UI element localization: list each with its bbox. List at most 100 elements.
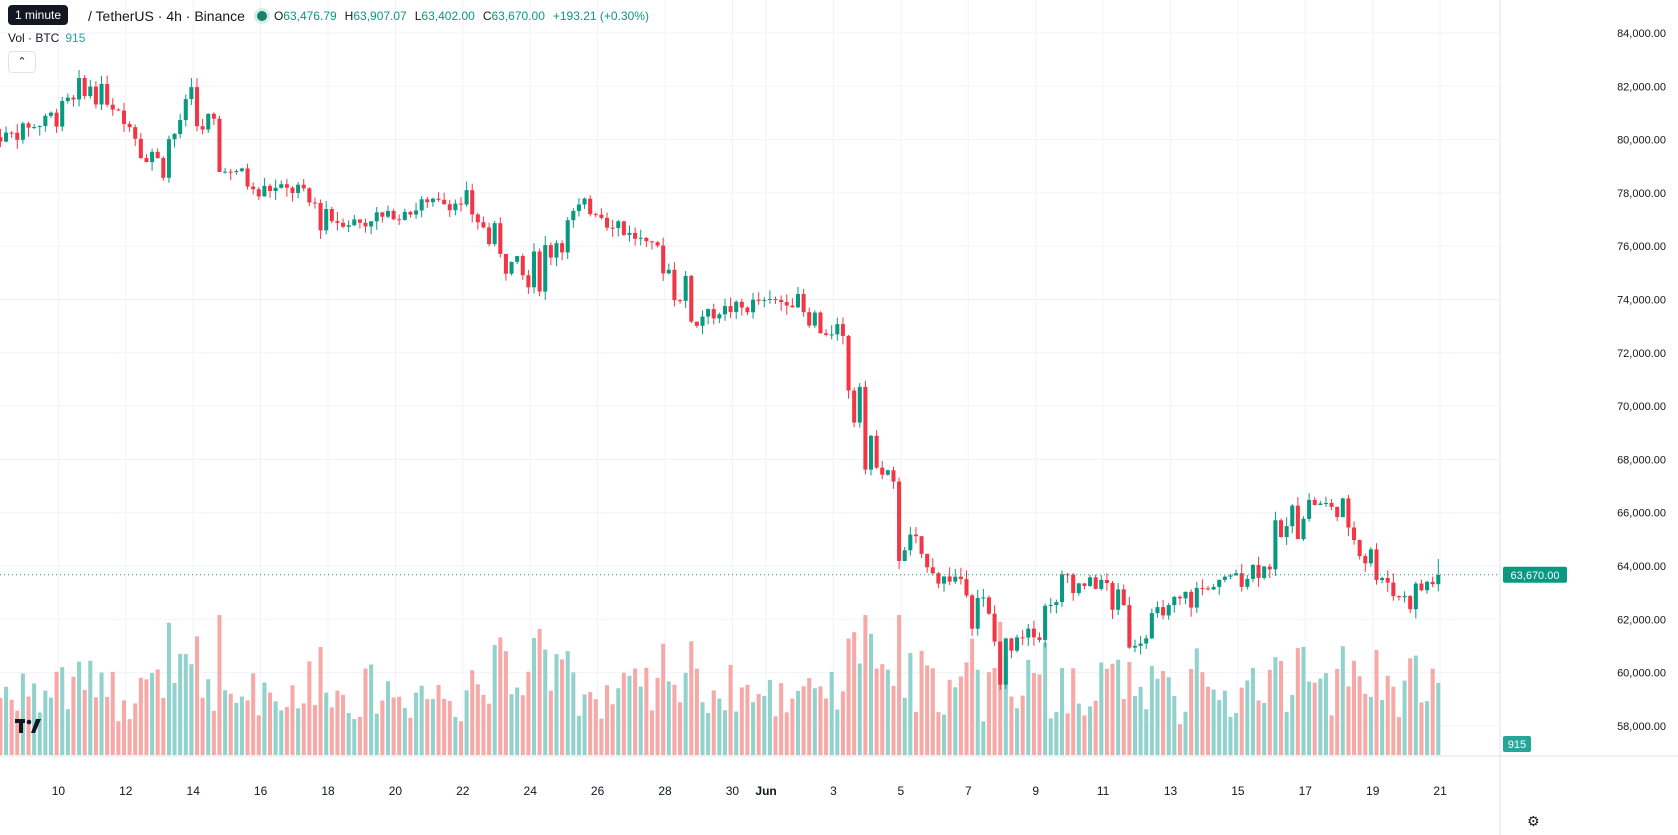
x-tick-label: 11 bbox=[1097, 784, 1110, 798]
candle-body bbox=[897, 481, 902, 561]
volume-bar bbox=[515, 687, 520, 755]
x-tick-label: 28 bbox=[658, 784, 672, 798]
candle-body bbox=[509, 261, 514, 274]
candle-body bbox=[644, 237, 649, 242]
candle-body bbox=[447, 204, 452, 211]
x-tick-label: 21 bbox=[1433, 784, 1447, 798]
candle-body bbox=[627, 232, 632, 235]
candle-body bbox=[1279, 520, 1284, 538]
volume-bar bbox=[206, 679, 211, 755]
volume-bar bbox=[1088, 706, 1093, 755]
volume-bar bbox=[329, 707, 334, 755]
candle-body bbox=[1267, 566, 1272, 570]
candle-body bbox=[1026, 628, 1031, 638]
candle-body bbox=[1009, 638, 1014, 651]
candle-body bbox=[1290, 505, 1295, 527]
volume-bar bbox=[369, 664, 374, 755]
candle-body bbox=[453, 203, 458, 211]
volume-bar bbox=[1267, 669, 1272, 755]
volume-label: Vol · BTC bbox=[8, 31, 60, 45]
volume-bar bbox=[1239, 687, 1244, 755]
candle-body bbox=[88, 86, 93, 97]
volume-bar bbox=[925, 665, 930, 755]
candle-body bbox=[745, 307, 750, 313]
candle-body bbox=[385, 211, 390, 217]
volume-bar bbox=[138, 677, 143, 755]
symbol-legend: / TetherUS · 4h · Binance O63,476.79 H63… bbox=[8, 6, 649, 26]
volume-bar bbox=[414, 692, 419, 755]
candle-body bbox=[194, 87, 200, 127]
volume-bar bbox=[301, 703, 306, 755]
candle-body bbox=[1402, 596, 1407, 598]
tradingview-logo-icon[interactable] bbox=[14, 716, 42, 736]
candle-body bbox=[1116, 589, 1121, 610]
candle-body bbox=[380, 212, 385, 217]
x-tick-label: 30 bbox=[726, 784, 740, 798]
volume-bar bbox=[543, 649, 548, 755]
volume-bar bbox=[273, 701, 278, 755]
candle-body bbox=[1161, 607, 1166, 616]
volume-bar bbox=[1116, 659, 1121, 755]
volume-bar bbox=[385, 681, 390, 755]
volume-bar bbox=[779, 683, 784, 755]
candle-body bbox=[397, 219, 402, 221]
volume-bar bbox=[706, 712, 711, 755]
volume-bar bbox=[857, 663, 862, 755]
volume-bar bbox=[835, 709, 840, 755]
candle-body bbox=[1144, 638, 1149, 644]
volume-bar bbox=[9, 699, 14, 755]
chevron-up-icon[interactable]: ⌃ bbox=[8, 51, 36, 73]
volume-bar bbox=[77, 661, 82, 755]
candle-body bbox=[1088, 577, 1093, 586]
volume-bar bbox=[1093, 700, 1098, 755]
candle-body bbox=[1284, 526, 1289, 538]
volume-bar bbox=[425, 699, 430, 755]
volume-bar bbox=[1138, 686, 1143, 755]
volume-bar bbox=[801, 686, 806, 755]
volume-bar bbox=[93, 697, 98, 755]
candle-body bbox=[1200, 587, 1205, 589]
volume-bar bbox=[1368, 697, 1373, 755]
volume-bar bbox=[194, 636, 200, 755]
candle-body bbox=[228, 171, 233, 173]
interval-tooltip: 1 minute bbox=[8, 5, 69, 25]
candle-body bbox=[874, 435, 879, 468]
volume-bar bbox=[262, 682, 267, 755]
volume-bar bbox=[666, 681, 671, 755]
candle-body bbox=[548, 245, 553, 258]
volume-bar bbox=[728, 664, 733, 755]
gear-icon[interactable]: ⚙ bbox=[1527, 813, 1540, 829]
candle-body bbox=[279, 184, 284, 188]
candle-body bbox=[582, 198, 587, 205]
volume-bar bbox=[655, 677, 660, 755]
volume-bar bbox=[1335, 668, 1340, 755]
candle-body bbox=[312, 202, 317, 204]
candle-body bbox=[998, 641, 1003, 685]
candle-body bbox=[734, 301, 739, 313]
volume-bar bbox=[610, 704, 615, 755]
candle-body bbox=[1121, 589, 1126, 606]
candle-body bbox=[290, 187, 295, 193]
market-status-icon bbox=[256, 11, 267, 21]
volume-bar bbox=[773, 716, 778, 755]
x-tick-label: 26 bbox=[591, 784, 605, 798]
volume-bar bbox=[99, 672, 104, 755]
open-value: O63,476.79 bbox=[273, 9, 337, 23]
volume-bar bbox=[745, 684, 750, 755]
volume-bar bbox=[464, 690, 469, 755]
x-tick-label: 22 bbox=[456, 784, 470, 798]
candle-body bbox=[975, 597, 980, 629]
volume-bar bbox=[1245, 680, 1250, 755]
volume-bar bbox=[65, 709, 70, 755]
volume-bar bbox=[1104, 668, 1109, 755]
symbol-title[interactable]: / TetherUS · 4h · Binance bbox=[88, 8, 245, 24]
candle-body bbox=[739, 301, 744, 308]
candle-body bbox=[20, 123, 25, 140]
candle-body bbox=[296, 184, 301, 193]
candle-body bbox=[217, 118, 222, 172]
volume-bar bbox=[818, 686, 823, 755]
candle-body bbox=[183, 99, 188, 121]
volume-bar bbox=[897, 615, 902, 755]
volume-bar bbox=[1071, 668, 1076, 755]
